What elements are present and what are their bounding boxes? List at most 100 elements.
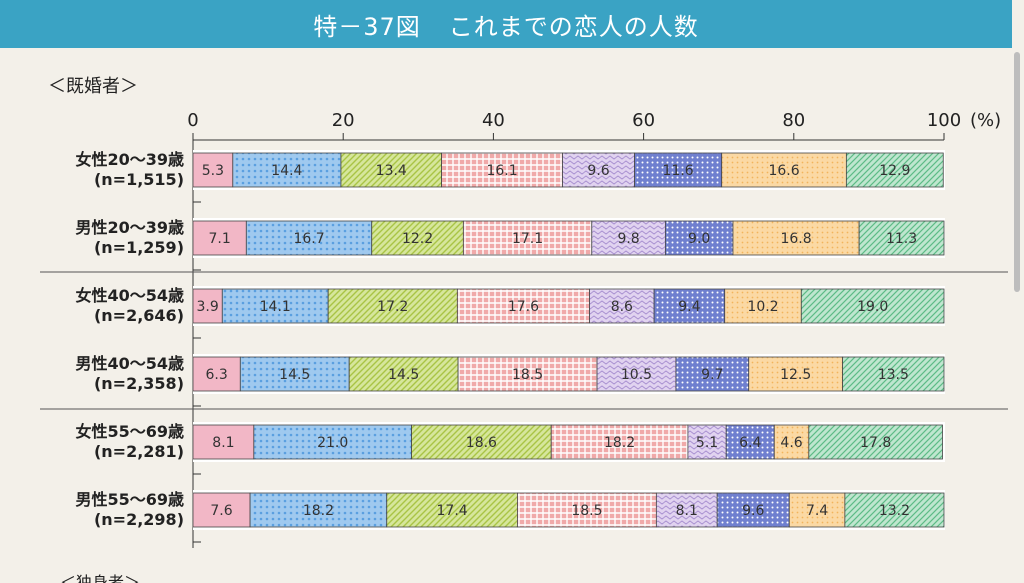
bar-value-label: 7.1 bbox=[209, 231, 231, 247]
x-tick-label: 0 bbox=[187, 110, 198, 131]
bar-segment bbox=[192, 424, 255, 460]
bar-segment bbox=[858, 220, 945, 256]
bar-value-label: 16.7 bbox=[293, 231, 324, 247]
bar-value-label: 17.6 bbox=[508, 299, 539, 315]
bar-value-label: 9.7 bbox=[701, 367, 723, 383]
category-label: 男性20～39歳 bbox=[75, 218, 184, 237]
bar-value-label: 16.1 bbox=[486, 163, 517, 179]
bar-value-label: 9.6 bbox=[742, 503, 764, 519]
bar-segment bbox=[655, 492, 718, 528]
bar-segment bbox=[653, 288, 726, 324]
bar-value-label: 17.4 bbox=[437, 503, 468, 519]
bar-segment bbox=[773, 424, 810, 460]
scrollbar-thumb[interactable] bbox=[1014, 52, 1020, 292]
bar-segment bbox=[550, 424, 689, 460]
bar-value-label: 19.0 bbox=[857, 299, 888, 315]
bar-value-label: 13.4 bbox=[376, 163, 407, 179]
bar-segment bbox=[842, 356, 945, 392]
x-axis-unit: (%) bbox=[970, 110, 1001, 131]
bar-segment bbox=[327, 288, 458, 324]
x-tick-label: 60 bbox=[632, 110, 655, 131]
bar-value-label: 13.2 bbox=[879, 503, 910, 519]
category-n-label: (n=1,515) bbox=[94, 170, 184, 189]
category-n-label: (n=1,259) bbox=[94, 238, 184, 257]
bar-value-label: 18.6 bbox=[466, 435, 497, 451]
bar-segment bbox=[441, 152, 563, 188]
category-label: 女性40～54歳 bbox=[75, 286, 184, 305]
bar-segment bbox=[192, 288, 223, 324]
category-n-label: (n=2,298) bbox=[94, 510, 184, 529]
category-n-label: (n=2,358) bbox=[94, 374, 184, 393]
bar-segment bbox=[517, 492, 657, 528]
bar-value-label: 18.5 bbox=[571, 503, 602, 519]
bar-segment bbox=[462, 220, 593, 256]
bar-value-label: 10.5 bbox=[621, 367, 652, 383]
bar-segment bbox=[748, 356, 844, 392]
bar-value-label: 14.4 bbox=[271, 163, 302, 179]
x-tick-label: 20 bbox=[332, 110, 355, 131]
figure-title: これまでの恋人の人数 bbox=[448, 12, 699, 41]
bar-segment bbox=[371, 220, 464, 256]
bar-segment bbox=[192, 220, 247, 256]
bar-value-label: 3.9 bbox=[197, 299, 219, 315]
bar-value-label: 12.5 bbox=[780, 367, 811, 383]
x-tick-label: 80 bbox=[782, 110, 805, 131]
bar-segment bbox=[596, 356, 677, 392]
bar-segment bbox=[788, 492, 846, 528]
bar-value-label: 14.5 bbox=[388, 367, 419, 383]
bar-value-label: 8.6 bbox=[611, 299, 633, 315]
x-tick-label: 40 bbox=[482, 110, 505, 131]
category-label: 女性20～39歳 bbox=[75, 150, 184, 169]
bar-segment bbox=[562, 152, 635, 188]
bar-value-label: 16.8 bbox=[780, 231, 811, 247]
bar-value-label: 18.2 bbox=[604, 435, 635, 451]
bar-value-label: 5.3 bbox=[202, 163, 224, 179]
bar-value-label: 9.6 bbox=[587, 163, 609, 179]
bar-value-label: 9.8 bbox=[617, 231, 639, 247]
bar-segment bbox=[253, 424, 412, 460]
bar-segment bbox=[348, 356, 459, 392]
bar-segment bbox=[721, 152, 847, 188]
bar-segment bbox=[724, 288, 802, 324]
bar-value-label: 11.6 bbox=[663, 163, 694, 179]
bar-segment bbox=[844, 492, 945, 528]
bar-segment bbox=[232, 152, 342, 188]
section-label-single: ＜独身者＞ bbox=[60, 573, 141, 583]
category-label: 女性55～69歳 bbox=[75, 422, 184, 441]
bar-value-label: 17.2 bbox=[377, 299, 408, 315]
bar-value-label: 18.5 bbox=[512, 367, 543, 383]
bar-segment bbox=[386, 492, 518, 528]
bar-segment bbox=[845, 152, 944, 188]
section-label-married: ＜既婚者＞ bbox=[48, 76, 138, 97]
bar-value-label: 8.1 bbox=[212, 435, 234, 451]
bar-segment bbox=[808, 424, 943, 460]
bar-value-label: 7.4 bbox=[806, 503, 828, 519]
bar-segment bbox=[245, 220, 373, 256]
bar-value-label: 11.3 bbox=[886, 231, 917, 247]
bar-segment bbox=[457, 356, 598, 392]
bar-value-label: 12.9 bbox=[879, 163, 910, 179]
bar-segment bbox=[687, 424, 727, 460]
bar-value-label: 6.3 bbox=[206, 367, 228, 383]
bar-segment bbox=[239, 356, 350, 392]
bar-segment bbox=[634, 152, 723, 188]
bar-segment bbox=[716, 492, 790, 528]
bar-value-label: 10.2 bbox=[747, 299, 778, 315]
category-label: 男性40～54歳 bbox=[75, 354, 184, 373]
bar-value-label: 9.0 bbox=[688, 231, 710, 247]
bar-value-label: 12.2 bbox=[402, 231, 433, 247]
bar-value-label: 8.1 bbox=[676, 503, 698, 519]
figure-number: 特－37図 bbox=[313, 12, 421, 41]
bar-value-label: 14.5 bbox=[279, 367, 310, 383]
bar-segment bbox=[249, 492, 388, 528]
bar-segment bbox=[800, 288, 945, 324]
category-label: 男性55～69歳 bbox=[75, 490, 184, 509]
bar-value-label: 18.2 bbox=[303, 503, 334, 519]
bar-segment bbox=[456, 288, 590, 324]
bar-value-label: 21.0 bbox=[317, 435, 348, 451]
bar-layer: 5.3 14.4 13.4 16.1 9.6 11.6 16.6 12.9女性20～39歳(n… bbox=[75, 150, 945, 543]
bar-value-label: 7.6 bbox=[210, 503, 232, 519]
bar-segment bbox=[340, 152, 442, 188]
bar-value-label: 4.6 bbox=[780, 435, 802, 451]
